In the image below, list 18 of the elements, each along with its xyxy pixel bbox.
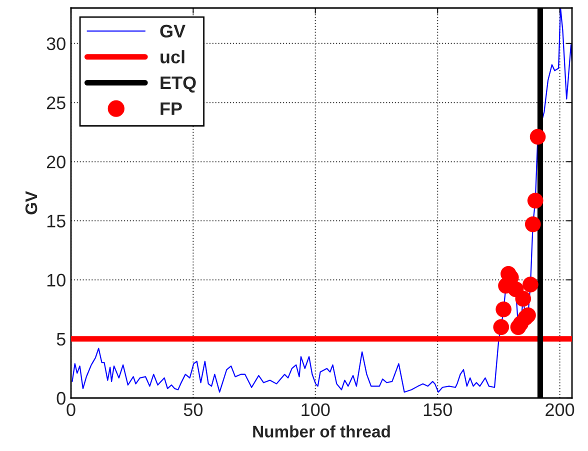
y-tick-label: 30: [46, 37, 66, 50]
y-tick-label: 25: [46, 96, 66, 110]
x-tick-label: 150: [424, 403, 452, 416]
legend-label: ucl: [160, 50, 184, 64]
legend-label: ETQ: [160, 76, 196, 93]
x-tick-label: 50: [184, 403, 203, 416]
x-tick-label: 200: [546, 403, 574, 416]
y-tick-label: 0: [56, 392, 66, 405]
x-axis-title: Number of thread: [253, 425, 390, 438]
legend-label: GV: [160, 24, 186, 38]
y-tick-label: 20: [46, 156, 66, 168]
y-axis-title: GV: [25, 191, 38, 214]
y-tick-label: 10: [47, 274, 66, 287]
x-tick-label: 0: [66, 403, 76, 416]
y-tick-label: 15: [47, 214, 66, 228]
y-tick-label: 5: [56, 333, 66, 346]
x-tick-label: 100: [302, 403, 330, 416]
legend-label: FP: [160, 102, 182, 115]
